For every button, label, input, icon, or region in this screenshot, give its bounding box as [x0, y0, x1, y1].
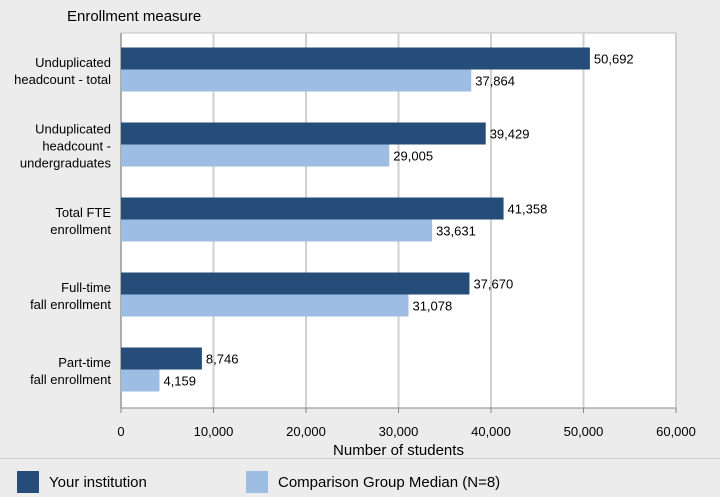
chart-title: Enrollment measure: [67, 8, 201, 25]
legend-item-comparison-group: Comparison Group Median (N=8): [246, 471, 500, 493]
data-label: 41,358: [508, 202, 548, 217]
bar-comparison-group: [121, 219, 433, 242]
x-tick-label: 10,000: [194, 424, 234, 439]
bar-comparison-group: [121, 69, 472, 92]
x-tick-label: 0: [117, 424, 124, 439]
x-tick-label: 60,000: [656, 424, 696, 439]
legend-label-comparison-group: Comparison Group Median (N=8): [278, 473, 501, 491]
bar-comparison-group: [121, 369, 160, 392]
data-label: 4,159: [163, 374, 196, 389]
data-label: 50,692: [594, 52, 634, 67]
data-label: 31,078: [412, 299, 452, 314]
category-label: headcount -: [42, 139, 111, 154]
category-label: Part-time: [58, 355, 111, 370]
bar-comparison-group: [121, 294, 409, 317]
category-label: Total FTE: [55, 205, 111, 220]
legend: Your institution Comparison Group Median…: [0, 458, 720, 497]
x-tick-label: 20,000: [286, 424, 326, 439]
data-label: 37,864: [475, 74, 515, 89]
category-label: Unduplicated: [35, 122, 111, 137]
bar-your-institution: [121, 197, 504, 220]
x-axis-title: Number of students: [333, 442, 464, 458]
data-label: 8,746: [206, 352, 239, 367]
category-label: headcount - total: [14, 72, 111, 87]
legend-item-your-institution: Your institution: [17, 471, 147, 493]
category-label: Unduplicated: [35, 55, 111, 70]
category-label: enrollment: [50, 222, 111, 237]
legend-swatch-comparison-group: [246, 471, 268, 493]
bar-your-institution: [121, 347, 202, 370]
category-label: Full-time: [61, 280, 111, 295]
x-tick-label: 30,000: [379, 424, 419, 439]
category-label: fall enrollment: [30, 372, 111, 387]
bar-your-institution: [121, 272, 470, 295]
data-label: 29,005: [393, 149, 433, 164]
bar-your-institution: [121, 122, 486, 145]
x-tick-label: 50,000: [564, 424, 604, 439]
legend-swatch-your-institution: [17, 471, 39, 493]
bar-your-institution: [121, 47, 590, 70]
category-label: fall enrollment: [30, 297, 111, 312]
data-label: 37,670: [473, 277, 513, 292]
data-label: 33,631: [436, 224, 476, 239]
bar-comparison-group: [121, 144, 390, 167]
bar-chart: 0 10,000 20,000 30,000 40,000 50,000 60,000 Und…: [14, 8, 696, 458]
x-tick-label: 40,000: [471, 424, 511, 439]
category-label: undergraduates: [20, 156, 112, 171]
data-label: 39,429: [490, 127, 530, 142]
legend-label-your-institution: Your institution: [49, 473, 147, 491]
